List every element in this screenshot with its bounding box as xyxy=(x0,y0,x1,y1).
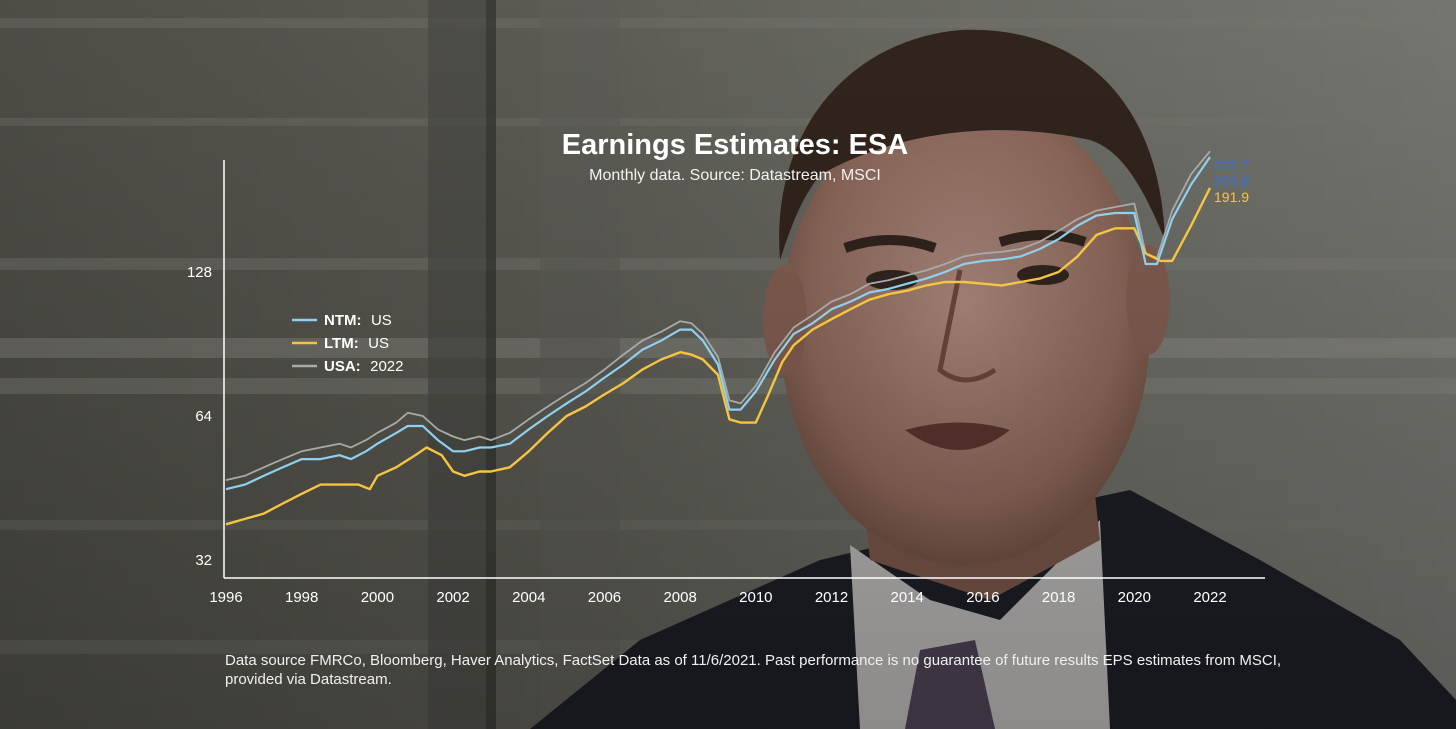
legend-label-usa2022-key: USA: xyxy=(324,358,361,375)
svg-text:NTM: US: NTM: US xyxy=(324,312,392,329)
end-label-2: 204.9 xyxy=(1214,173,1249,189)
end-label-1: 222.7 xyxy=(1214,157,1249,173)
x-tick-label: 2016 xyxy=(966,589,999,606)
legend-label-usa2022-value: 2022 xyxy=(370,358,403,375)
chart-subtitle: Monthly data. Source: Datastream, MSCI xyxy=(589,167,881,184)
chart-title: Earnings Estimates: ESA xyxy=(562,129,909,161)
svg-text:USA: 2022: USA: 2022 xyxy=(324,358,404,375)
x-tick-label: 2010 xyxy=(739,589,772,606)
footnote: Data source FMRCo, Bloomberg, Haver Anal… xyxy=(225,652,1282,688)
end-labels: 222.7 204.9 191.9 xyxy=(1214,157,1249,205)
series-line-ltm xyxy=(225,187,1212,526)
x-tick-label: 2006 xyxy=(588,589,621,606)
legend-label-ltm-value: US xyxy=(368,335,389,352)
x-tick-label: 2014 xyxy=(891,589,924,606)
x-tick-label: 2022 xyxy=(1193,589,1226,606)
series-line-usa2022 xyxy=(225,150,1211,481)
y-tick-label: 64 xyxy=(195,408,212,425)
x-tick-label: 1996 xyxy=(209,589,242,606)
y-tick-labels: 32 64 128 xyxy=(187,264,212,569)
series-line-ntm xyxy=(225,156,1211,491)
legend-label-ntm-key: NTM: xyxy=(324,312,362,329)
x-tick-labels: 1996 1998 2000 2002 2004 2006 2008 2010 2012 2014… xyxy=(209,589,1226,606)
legend-label-ntm-value: US xyxy=(371,312,392,329)
y-tick-label: 32 xyxy=(195,552,212,569)
legend: NTM: US LTM: US USA: 2022 xyxy=(292,312,404,375)
legend-item-usa2022: USA: 2022 xyxy=(292,358,404,375)
x-tick-label: 2012 xyxy=(815,589,848,606)
x-tick-label: 2018 xyxy=(1042,589,1075,606)
series-lines xyxy=(225,150,1212,526)
legend-label-ltm-key: LTM: xyxy=(324,335,359,352)
legend-item-ntm: NTM: US xyxy=(292,312,392,329)
legend-item-ltm: LTM: US xyxy=(292,335,389,352)
x-tick-label: 2002 xyxy=(436,589,469,606)
x-tick-label: 1998 xyxy=(285,589,318,606)
x-tick-label: 2000 xyxy=(361,589,394,606)
end-label-3: 191.9 xyxy=(1214,189,1249,205)
x-tick-label: 2004 xyxy=(512,589,545,606)
x-tick-label: 2008 xyxy=(663,589,696,606)
y-tick-label: 128 xyxy=(187,264,212,281)
x-tick-label: 2020 xyxy=(1118,589,1151,606)
svg-text:LTM: US: LTM: US xyxy=(324,335,389,352)
